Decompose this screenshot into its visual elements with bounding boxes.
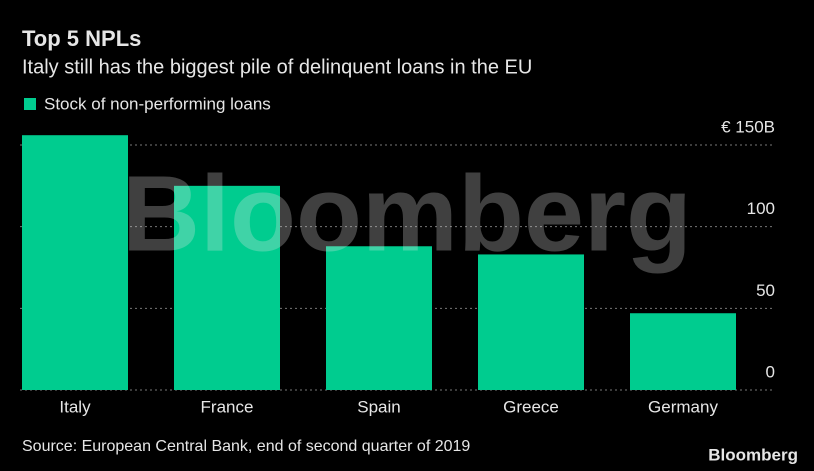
bar [326,246,432,390]
y-tick-label: 50 [756,281,775,300]
source-note: Source: European Central Bank, end of se… [22,438,470,455]
bar [478,254,584,390]
legend-swatch [24,98,36,110]
x-tick-label: France [201,397,254,416]
x-tick-label: Spain [357,397,400,416]
bar [630,313,736,390]
x-tick-label: Germany [648,397,718,416]
bar [174,185,280,390]
y-tick-label: 100 [747,199,775,218]
chart-subtitle: Italy still has the biggest pile of deli… [22,56,532,78]
bar [22,135,128,390]
x-tick-label: Greece [503,397,559,416]
legend-label: Stock of non-performing loans [44,94,271,113]
y-tick-label: 0 [766,362,775,381]
x-tick-label: Italy [59,397,91,416]
logo: Bloomberg [708,445,798,464]
y-tick-label: € 150B [721,117,775,136]
chart-title: Top 5 NPLs [22,26,141,51]
watermark: Bloomberg [122,153,692,274]
